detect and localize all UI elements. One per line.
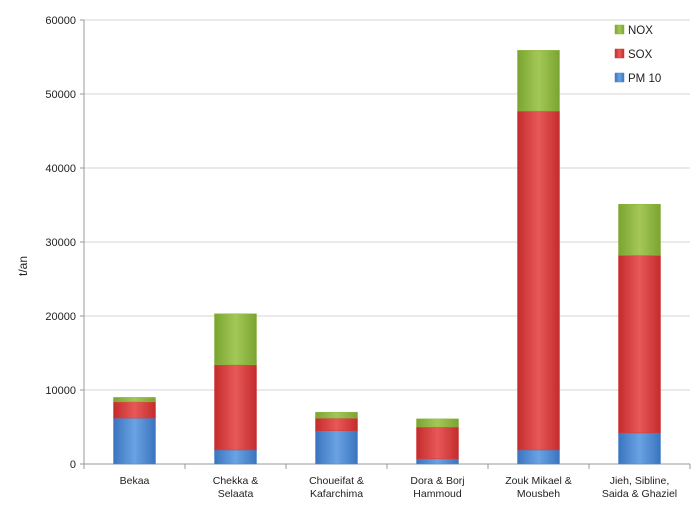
bar-segment-sox [517,110,560,451]
x-category-label: Chekka & [213,475,259,487]
bar-segment-nox [618,204,661,256]
legend-label: PM 10 [628,73,661,85]
x-category-label: Saida & Ghaziel [602,488,677,500]
x-category-label: Hammoud [413,488,462,500]
legend-swatch [614,24,625,35]
legend: NOX SOX PM 10 [614,24,661,85]
bar-segment-pm10 [214,449,257,465]
y-tick-label: 0 [70,459,76,471]
x-category-label: Selaata [218,488,254,500]
bar-segment-pm10 [113,417,156,465]
y-axis-label: t/an [16,256,30,276]
bar-segment-pm10 [416,458,459,465]
legend-label: NOX [628,25,653,37]
x-category-label: Dora & Borj [410,475,464,487]
bar-segment-pm10 [517,449,560,465]
x-category-label: Choueifat & [309,475,364,487]
legend-swatch [614,48,625,59]
bar-segment-pm10 [315,430,358,465]
bar-segment-nox [214,313,257,366]
bar-segment-nox [416,418,459,428]
bar-segment-sox [416,426,459,460]
bar-segment-pm10 [618,432,661,465]
x-category-label: Mousbeh [517,488,560,500]
y-tick-label: 50000 [45,89,76,101]
legend-swatch [614,72,625,83]
bars [113,50,661,465]
y-tick-label: 40000 [45,163,76,175]
x-category-label: Jieh, Sibline, [610,475,670,487]
bar-segment-nox [517,50,560,112]
y-tick-labels: 0 10000 20000 30000 40000 50000 60000 [45,15,76,471]
bar-segment-nox [315,411,358,419]
y-tick-label: 30000 [45,237,76,249]
legend-label: SOX [628,49,653,61]
gridlines [84,19,690,391]
x-category-label: Kafarchima [310,488,363,500]
x-category-labels: Bekaa Chekka &Selaata Choueifat &Kafarchim… [120,475,678,500]
y-tick-label: 60000 [45,15,76,27]
bar-segment-sox [214,364,257,451]
bar-segment-sox [618,255,661,434]
y-tick-label: 20000 [45,311,76,323]
y-tick-label: 10000 [45,385,76,397]
x-category-label: Zouk Mikael & [505,475,572,487]
axes [80,19,691,469]
bar-segment-sox [113,401,156,419]
bar-segment-nox [113,397,156,403]
x-category-label: Bekaa [120,475,150,487]
bar-segment-sox [315,417,358,431]
